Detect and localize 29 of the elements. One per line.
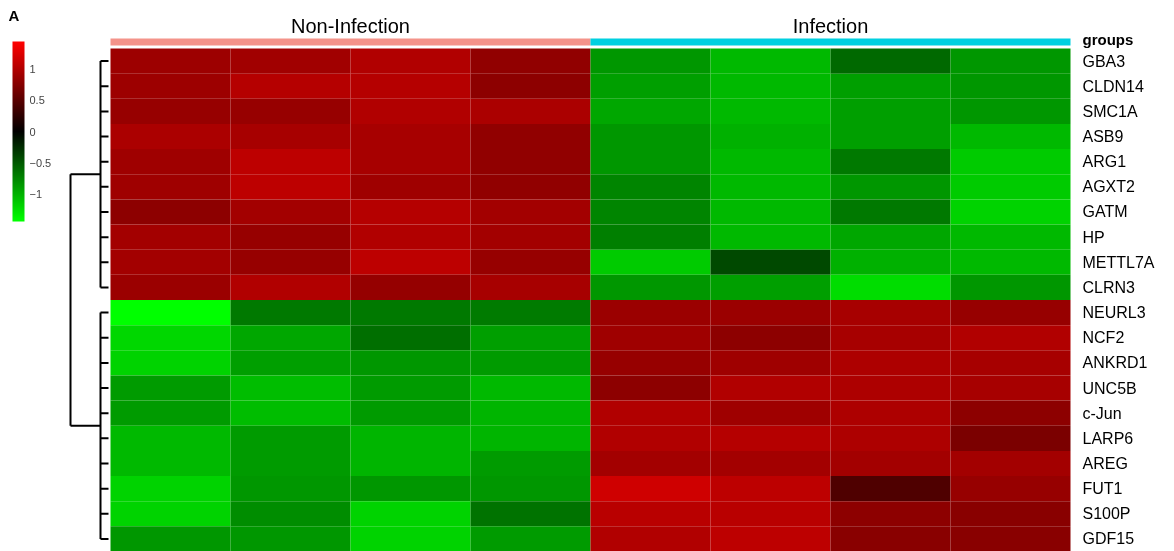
y-tick-label: CLRN3 bbox=[1082, 278, 1136, 296]
y-tick-label: AGXT2 bbox=[1082, 178, 1136, 196]
y-tick-label: S100P bbox=[1082, 505, 1131, 523]
y-tick-label: NEURL3 bbox=[1082, 304, 1146, 322]
y-tick-label: FUT1 bbox=[1082, 480, 1123, 498]
y-tick-label: ASB9 bbox=[1082, 128, 1124, 146]
text: Non-Infection bbox=[291, 14, 410, 37]
color-bar-label: −0.5 bbox=[29, 156, 52, 169]
color-bar-label: 0.5 bbox=[29, 94, 45, 107]
text: Infection bbox=[792, 14, 869, 37]
y-tick-label: AREG bbox=[1082, 454, 1128, 472]
color-bar-label: 1 bbox=[29, 63, 36, 76]
y-tick-label: SMC1A bbox=[1082, 102, 1138, 120]
color-bar-label: 0 bbox=[29, 125, 36, 138]
color-bar-label: −1 bbox=[29, 187, 43, 200]
text: groups bbox=[1082, 30, 1134, 48]
y-tick-label: LARP6 bbox=[1082, 429, 1134, 447]
text: A bbox=[8, 6, 20, 24]
y-tick-label: GDF15 bbox=[1082, 530, 1135, 548]
y-tick-label: ARG1 bbox=[1082, 153, 1127, 171]
y-tick-label: HP bbox=[1082, 228, 1105, 246]
y-tick-label: METTL7A bbox=[1082, 253, 1155, 271]
y-tick-label: GBA3 bbox=[1082, 52, 1126, 70]
y-tick-label: NCF2 bbox=[1082, 329, 1125, 347]
y-tick-label: GATM bbox=[1082, 203, 1128, 221]
y-tick-label: c-Jun bbox=[1082, 404, 1122, 422]
y-tick-label: UNC5B bbox=[1082, 379, 1137, 397]
y-tick-label: ANKRD1 bbox=[1082, 354, 1148, 372]
y-tick-label: CLDN14 bbox=[1082, 77, 1144, 95]
